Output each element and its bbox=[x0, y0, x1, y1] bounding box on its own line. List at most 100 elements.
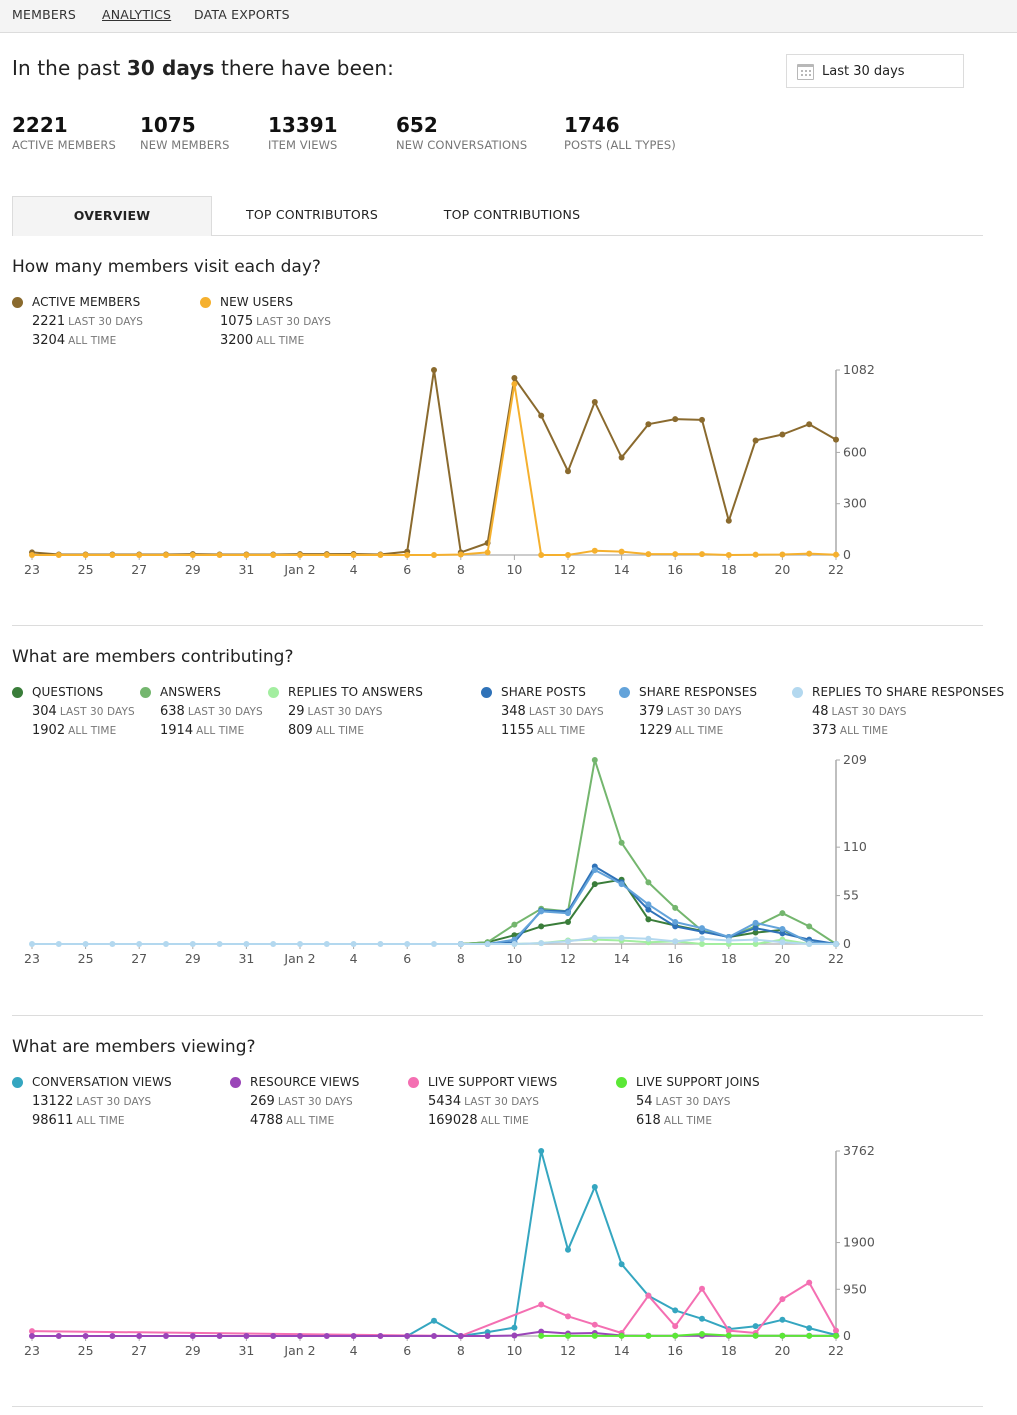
section-title: What are members contributing? bbox=[12, 647, 294, 667]
data-point bbox=[752, 925, 759, 932]
legend-value-caption: ALL TIME bbox=[839, 725, 889, 737]
data-point bbox=[565, 910, 571, 917]
legend-color-dot bbox=[140, 687, 151, 698]
data-point bbox=[779, 1316, 786, 1323]
legend-value: 1914 bbox=[160, 723, 194, 738]
legend-series-name: REPLIES TO SHARE RESPONSES bbox=[812, 685, 1005, 699]
data-point bbox=[672, 904, 679, 911]
series-line bbox=[541, 1333, 836, 1337]
stat-value: 1075 bbox=[140, 113, 196, 137]
legend-color-dot bbox=[12, 687, 23, 698]
data-point bbox=[55, 941, 62, 947]
data-point bbox=[511, 1332, 518, 1339]
y-tick-label: 0 bbox=[843, 547, 851, 562]
x-tick-label: 16 bbox=[667, 562, 683, 577]
legend-value-caption: ALL TIME bbox=[196, 725, 245, 737]
legend-last30-count: 13122 LAST 30 DAYS bbox=[32, 1094, 151, 1109]
legend-value-caption: ALL TIME bbox=[68, 725, 117, 737]
data-point bbox=[538, 1328, 545, 1335]
x-tick-label: 10 bbox=[506, 951, 522, 966]
legend-last30-count: 638 LAST 30 DAYS bbox=[160, 704, 263, 719]
x-tick-label: 16 bbox=[667, 951, 683, 966]
data-point bbox=[618, 548, 625, 555]
data-point bbox=[565, 1332, 571, 1339]
data-point bbox=[752, 936, 759, 943]
x-tick-label: 14 bbox=[614, 562, 630, 577]
data-point bbox=[591, 398, 598, 405]
stat-label: NEW CONVERSATIONS bbox=[396, 138, 528, 152]
data-point bbox=[806, 1279, 813, 1286]
data-point bbox=[779, 926, 786, 933]
data-point bbox=[779, 1332, 786, 1339]
data-point bbox=[565, 1246, 571, 1253]
legend-value-caption: LAST 30 DAYS bbox=[831, 706, 907, 718]
data-point bbox=[591, 867, 598, 874]
date-range-picker[interactable]: Last 30 days bbox=[786, 54, 964, 88]
legend-series-name: LIVE SUPPORT JOINS bbox=[636, 1075, 760, 1089]
x-tick-label: 18 bbox=[721, 1343, 737, 1358]
x-tick-label: 25 bbox=[78, 1343, 94, 1358]
stat-label: ACTIVE MEMBERS bbox=[12, 138, 116, 152]
data-point bbox=[699, 941, 705, 947]
data-point bbox=[645, 1332, 652, 1339]
x-tick-label: 27 bbox=[131, 562, 147, 577]
x-tick-label: 27 bbox=[131, 1343, 147, 1358]
legend-value-caption: ALL TIME bbox=[480, 1115, 529, 1127]
section-divider bbox=[12, 625, 983, 626]
legend-alltime-count: 1155 ALL TIME bbox=[501, 723, 585, 738]
legend-value-caption: ALL TIME bbox=[315, 725, 365, 737]
tab-overview[interactable]: OVERVIEW bbox=[12, 196, 212, 236]
tab-top-contributions[interactable]: TOP CONTRIBUTIONS bbox=[443, 207, 581, 222]
data-point bbox=[672, 416, 679, 423]
data-point bbox=[484, 1333, 491, 1339]
x-tick-label: 25 bbox=[78, 951, 94, 966]
x-tick-label: 12 bbox=[560, 1343, 576, 1358]
legend-value: 618 bbox=[636, 1113, 661, 1128]
data-point bbox=[511, 941, 518, 947]
y-tick-label: 600 bbox=[843, 444, 867, 459]
legend-value: 348 bbox=[501, 704, 526, 719]
series-resource-views bbox=[29, 1328, 839, 1339]
stat-new-conversations: 652 NEW CONVERSATIONS bbox=[396, 113, 527, 152]
data-point bbox=[591, 881, 598, 888]
legend-last30-count: 48 LAST 30 DAYS bbox=[812, 704, 906, 719]
legend-value: 1075 bbox=[220, 314, 254, 329]
legend-value-caption: ALL TIME bbox=[76, 1115, 125, 1127]
data-point bbox=[645, 935, 652, 942]
x-tick-label: 4 bbox=[350, 1343, 358, 1358]
data-point bbox=[29, 1333, 35, 1339]
data-point bbox=[672, 1332, 679, 1339]
y-tick-label: 1900 bbox=[843, 1235, 875, 1250]
data-point bbox=[484, 941, 491, 947]
x-tick-label: 22 bbox=[828, 562, 844, 577]
data-point bbox=[672, 1307, 679, 1314]
section-divider bbox=[12, 1015, 983, 1016]
data-point bbox=[29, 552, 35, 558]
data-point bbox=[538, 1148, 545, 1154]
stat-item-views: 13391 ITEM VIEWS bbox=[268, 113, 338, 152]
stat-posts: 1746 POSTS (ALL TYPES) bbox=[564, 113, 676, 152]
tab-top-contributors[interactable]: TOP CONTRIBUTORS bbox=[246, 207, 378, 222]
nav-members[interactable]: MEMBERS bbox=[12, 7, 76, 22]
legend-value-caption: ALL TIME bbox=[663, 1115, 713, 1127]
nav-data-exports[interactable]: DATA EXPORTS bbox=[194, 7, 290, 22]
data-point bbox=[672, 918, 679, 925]
data-point bbox=[779, 1296, 786, 1303]
legend-value-caption: ALL TIME bbox=[675, 725, 724, 737]
legend-value-caption: LAST 30 DAYS bbox=[464, 1096, 540, 1108]
data-point bbox=[29, 1328, 35, 1335]
x-tick-label: 14 bbox=[614, 951, 630, 966]
data-point bbox=[377, 1333, 384, 1339]
legend-color-dot bbox=[230, 1077, 241, 1088]
data-point bbox=[457, 1333, 464, 1339]
data-point bbox=[270, 1333, 277, 1339]
nav-analytics[interactable]: ANALYTICS bbox=[102, 7, 172, 22]
data-point bbox=[779, 939, 786, 946]
legend-last30-count: 304 LAST 30 DAYS bbox=[32, 704, 135, 719]
data-point bbox=[350, 552, 357, 558]
legend-value: 1229 bbox=[639, 723, 673, 738]
legend-series-name: RESOURCE VIEWS bbox=[250, 1075, 360, 1089]
x-tick-label: 12 bbox=[560, 951, 576, 966]
legend-alltime-count: 98611 ALL TIME bbox=[32, 1113, 125, 1128]
data-point bbox=[591, 1321, 598, 1328]
